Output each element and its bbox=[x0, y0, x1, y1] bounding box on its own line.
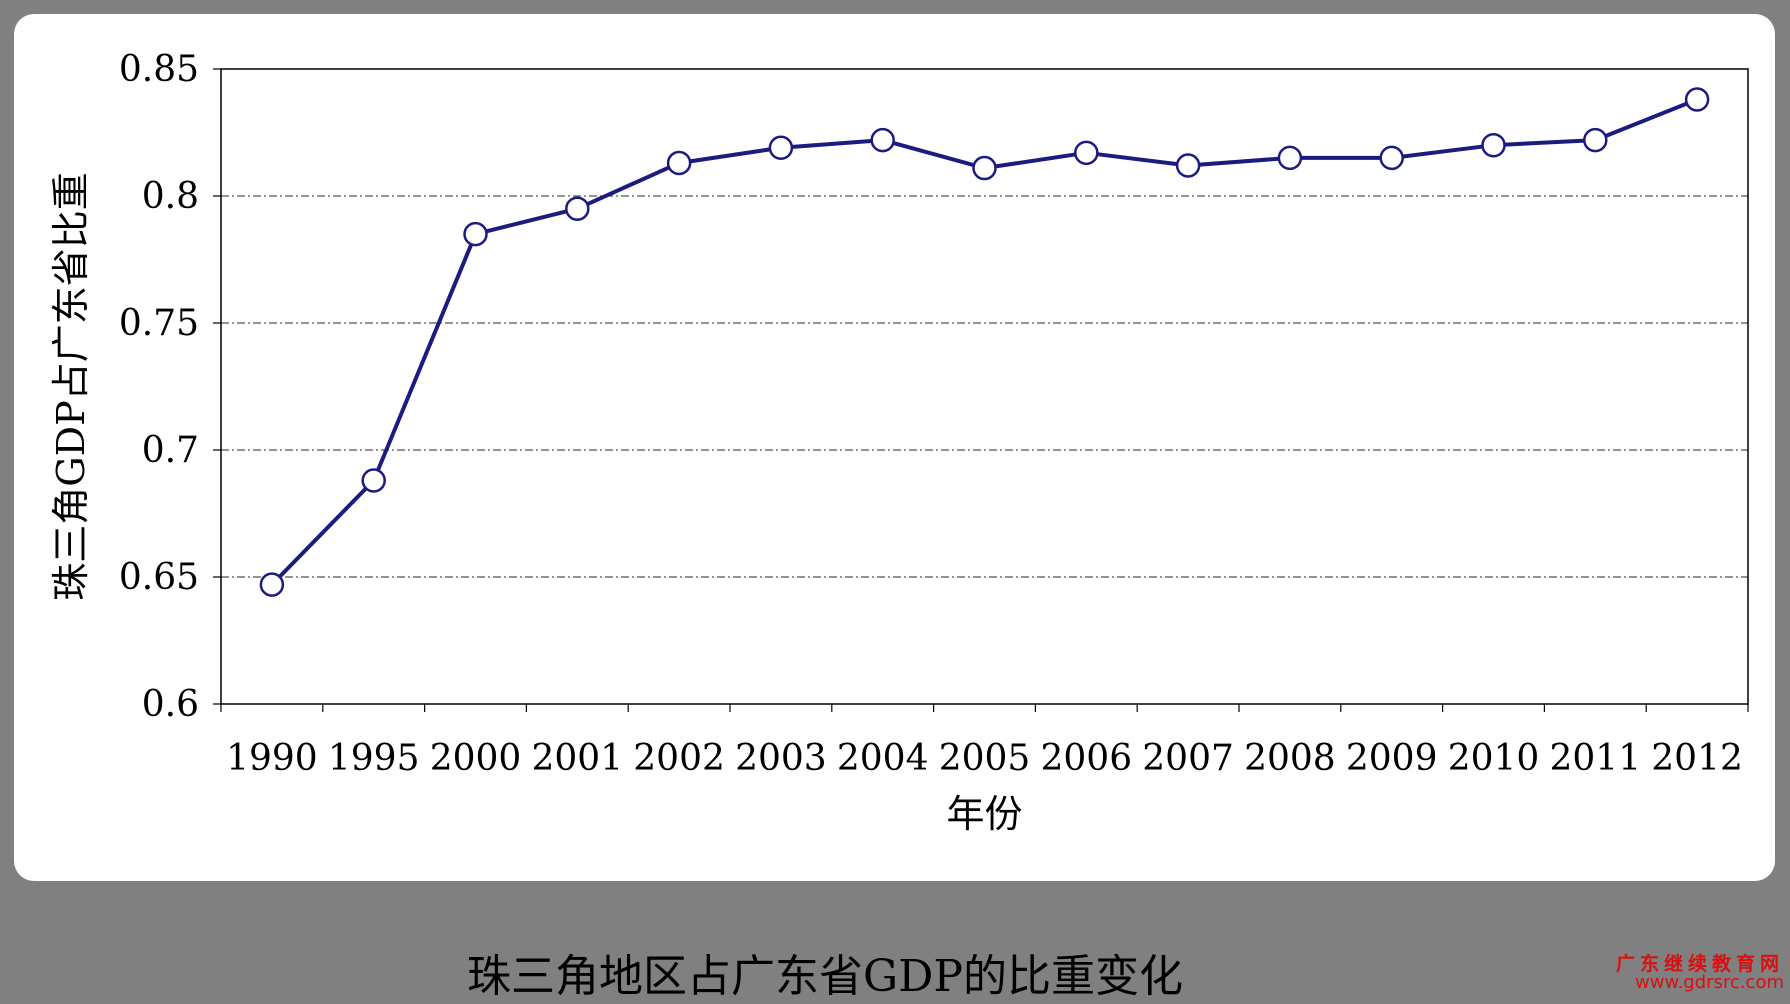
data-point-1990 bbox=[259, 572, 285, 597]
y-tick-label: 0.85 bbox=[119, 49, 199, 90]
watermark-url: www.gdrsrc.com bbox=[1635, 972, 1784, 993]
data-point-1995 bbox=[361, 468, 386, 493]
data-point-2012 bbox=[1684, 87, 1710, 112]
x-tick-label: 2006 bbox=[1040, 738, 1132, 779]
y-axis-title: 珠三角GDP占广东省比重 bbox=[49, 172, 93, 600]
y-tick-label: 0.7 bbox=[142, 430, 199, 471]
x-axis-title: 年份 bbox=[946, 792, 1022, 836]
y-tick-label: 0.8 bbox=[142, 176, 199, 217]
x-tick-label: 2012 bbox=[1651, 738, 1743, 779]
watermark-name: 广东继续教育网 bbox=[1615, 953, 1784, 975]
chart-card: 0.6 0.65 0.7 0.75 0.8 0.85 1990 1995 2000 2001 200… bbox=[14, 14, 1775, 881]
plot-area-border bbox=[220, 68, 1749, 705]
data-point-2010 bbox=[1481, 132, 1506, 158]
x-tick-label: 2001 bbox=[531, 738, 623, 779]
x-tick-label: 2008 bbox=[1244, 738, 1336, 779]
x-tick-label: 2002 bbox=[633, 738, 725, 779]
x-tick-label: 2004 bbox=[837, 738, 929, 779]
data-point-2006 bbox=[1074, 140, 1099, 166]
data-point-2005 bbox=[972, 155, 997, 181]
data-point-2009 bbox=[1379, 145, 1404, 171]
x-tick-label: 2009 bbox=[1346, 738, 1438, 779]
x-tick-label: 1990 bbox=[226, 738, 318, 779]
x-tick-label: 2007 bbox=[1142, 738, 1234, 779]
data-point-2003 bbox=[768, 135, 794, 160]
data-point-2004 bbox=[870, 127, 895, 153]
y-tick-label: 0.6 bbox=[142, 684, 199, 725]
y-tick-label: 0.75 bbox=[119, 303, 199, 344]
x-tick-label: 2005 bbox=[939, 738, 1031, 779]
data-point-2011 bbox=[1583, 127, 1608, 153]
x-tick-label: 2000 bbox=[430, 738, 522, 779]
y-tick-label: 0.65 bbox=[119, 557, 199, 598]
x-tick-label: 1995 bbox=[328, 738, 420, 779]
x-tick-label: 2010 bbox=[1448, 738, 1540, 779]
data-point-2002 bbox=[666, 150, 692, 176]
x-tick-label: 2003 bbox=[735, 738, 827, 779]
chart-caption: 珠三角地区占广东省GDP的比重变化 bbox=[466, 951, 1184, 1002]
data-point-2001 bbox=[565, 196, 590, 221]
data-point-2008 bbox=[1277, 145, 1303, 171]
x-tick-label: 2011 bbox=[1549, 738, 1641, 779]
data-point-2007 bbox=[1175, 153, 1201, 178]
data-point-2000 bbox=[463, 221, 488, 247]
site-watermark: 广东继续教育网 www.gdrsrc.com bbox=[1616, 955, 1784, 992]
